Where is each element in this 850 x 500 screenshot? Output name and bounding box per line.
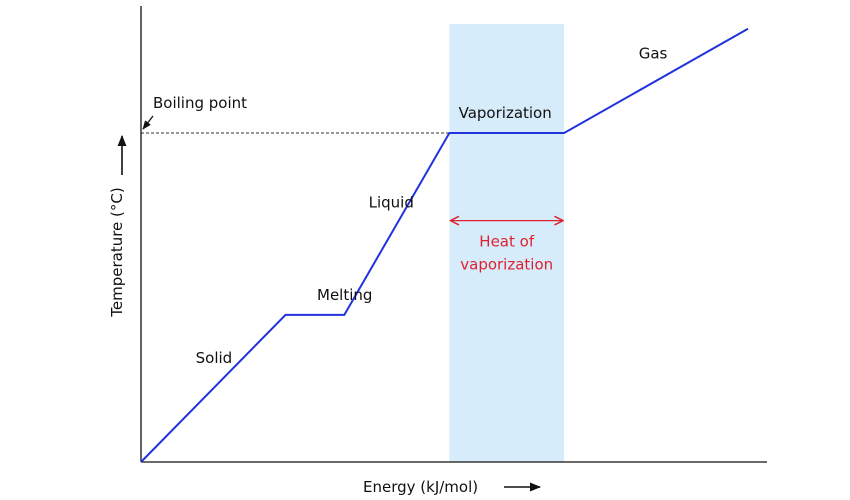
phase-label-vaporization: Vaporization	[459, 104, 552, 122]
heating-curve-line	[140, 27, 749, 463]
boiling-point-arrow	[142, 115, 154, 130]
phase-label-liquid: Liquid	[369, 193, 414, 211]
y-axis-label: Temperature (°C)	[108, 187, 126, 317]
phase-label-melting: Melting	[317, 286, 372, 304]
heat-of-vaporization-label-line1: Heat of	[479, 233, 535, 251]
boiling-point-label: Boiling point	[153, 94, 247, 112]
x-axis-label: Energy (kJ/mol)	[363, 478, 478, 496]
phase-label-solid: Solid	[196, 349, 233, 367]
heat-of-vaporization-label-line2: vaporization	[460, 256, 553, 274]
vaporization-band	[449, 24, 565, 462]
phase-label-gas: Gas	[639, 45, 668, 63]
